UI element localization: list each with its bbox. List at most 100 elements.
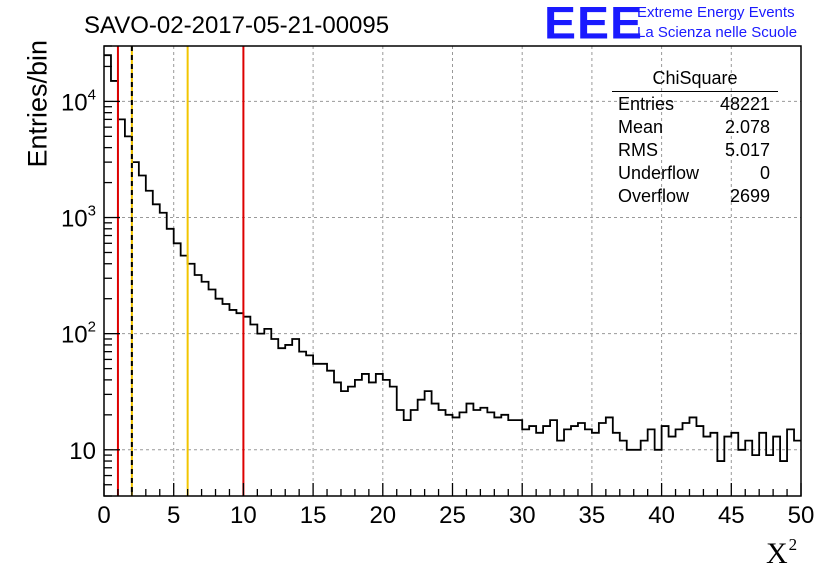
histogram-bin	[780, 461, 787, 496]
histogram-bin	[167, 229, 174, 496]
histogram-bin	[264, 329, 271, 496]
histogram-bin	[557, 441, 564, 496]
histogram-bin	[299, 352, 306, 496]
histogram-bin	[271, 339, 278, 496]
stats-value: 0	[759, 163, 770, 183]
stats-label: Underflow	[618, 163, 700, 183]
histogram-bin	[132, 162, 139, 496]
histogram-bin	[759, 433, 766, 496]
histogram-bin	[634, 450, 641, 496]
histogram-bin	[355, 380, 362, 496]
x-axis-label-sup: 2	[788, 535, 798, 554]
histogram-bin	[627, 450, 634, 496]
histogram-bin	[383, 380, 390, 496]
logo-line-1: Extreme Energy Events	[637, 4, 795, 21]
histogram-bin	[397, 410, 404, 496]
histogram-bin	[216, 299, 223, 496]
histogram-bin	[508, 420, 515, 496]
stats-label: Entries	[618, 94, 675, 114]
histogram-bin	[292, 339, 299, 496]
histogram-bin	[738, 450, 745, 496]
y-axis-label: Entries/bin	[22, 39, 53, 168]
y-tick-label: 104	[61, 86, 96, 116]
histogram-bin	[257, 334, 264, 496]
histogram-bin	[494, 417, 501, 496]
histogram-bin	[752, 455, 759, 496]
histogram-bin	[348, 387, 355, 496]
y-tick-label: 102	[61, 319, 96, 349]
histogram-bin	[585, 429, 592, 496]
histogram-bin	[341, 391, 348, 496]
histogram-bin	[425, 391, 432, 496]
x-tick-label: 0	[97, 502, 110, 529]
histogram-bin	[501, 415, 508, 496]
histogram-bin	[195, 275, 202, 496]
stats-row-rms: RMS 5.017	[612, 139, 778, 162]
x-tick-label: 30	[509, 502, 536, 529]
histogram-bin	[599, 423, 606, 496]
histogram-bin	[641, 441, 648, 496]
histogram-bin	[689, 417, 696, 496]
histogram-bin	[439, 410, 446, 496]
histogram-bin	[529, 426, 536, 496]
histogram-bin	[696, 426, 703, 496]
histogram-bin	[446, 415, 453, 496]
histogram-bin	[766, 455, 773, 496]
x-tick-label: 45	[718, 502, 745, 529]
histogram-bin	[592, 433, 599, 496]
stats-value: 2.078	[724, 117, 770, 137]
x-tick-label: 20	[369, 502, 396, 529]
histogram-bin	[453, 417, 460, 496]
histogram-bin	[662, 426, 669, 496]
eee-logo-mark: EEE	[544, 0, 644, 49]
eee-logo-text: Extreme Energy Events La Scienza nelle S…	[637, 3, 797, 43]
histogram-bin	[522, 429, 529, 496]
histogram-bin	[111, 81, 118, 496]
histogram-bin	[717, 461, 724, 496]
histogram-bin	[320, 364, 327, 496]
stats-title: ChiSquare	[612, 68, 778, 92]
x-tick-label: 50	[788, 502, 815, 529]
stats-value: 48221	[719, 94, 770, 114]
histogram-bin	[411, 410, 418, 496]
histogram-outline	[104, 54, 801, 462]
histogram-bin	[404, 420, 411, 496]
histogram-bin	[710, 433, 717, 496]
stats-row-underflow: Underflow 0	[612, 162, 778, 185]
histogram-bin	[515, 420, 522, 496]
eee-logo: EEE Extreme Energy Events La Scienza nel…	[544, 0, 797, 49]
histogram-bin	[731, 433, 738, 496]
histogram-bin	[243, 317, 250, 496]
stats-value: 5.017	[724, 140, 770, 160]
x-axis-label-base: X	[766, 537, 788, 570]
x-tick-label: 15	[300, 502, 327, 529]
histogram-bin	[480, 408, 487, 496]
histogram-bin	[703, 437, 710, 496]
histogram-bin	[209, 290, 216, 496]
histogram-bin	[139, 176, 146, 496]
histogram-bin	[418, 400, 425, 496]
x-tick-label: 35	[579, 502, 606, 529]
histogram-bin	[160, 213, 167, 496]
histogram-bin	[613, 433, 620, 496]
stats-label: Mean	[618, 117, 664, 137]
stats-row-overflow: Overflow 2699	[612, 185, 778, 208]
histogram-bin	[125, 136, 132, 496]
histogram-bin	[550, 420, 557, 496]
histogram-bin	[724, 437, 731, 496]
stats-row-entries: Entries 48221	[612, 93, 778, 116]
histogram-bin	[606, 417, 613, 496]
stats-label: Overflow	[618, 186, 690, 206]
histogram-bin	[285, 345, 292, 496]
histogram-bin	[202, 282, 209, 496]
histogram-bin	[376, 374, 383, 496]
histogram-bin	[459, 412, 466, 496]
histogram-bin	[487, 412, 494, 496]
stats-box: ChiSquare Entries 48221 Mean 2.078 RMS 5…	[612, 68, 778, 208]
histogram-bin	[313, 364, 320, 496]
y-tick-label: 103	[61, 203, 96, 233]
histogram-bin	[564, 429, 571, 496]
histogram-bin	[578, 423, 585, 496]
x-tick-label: 10	[230, 502, 257, 529]
